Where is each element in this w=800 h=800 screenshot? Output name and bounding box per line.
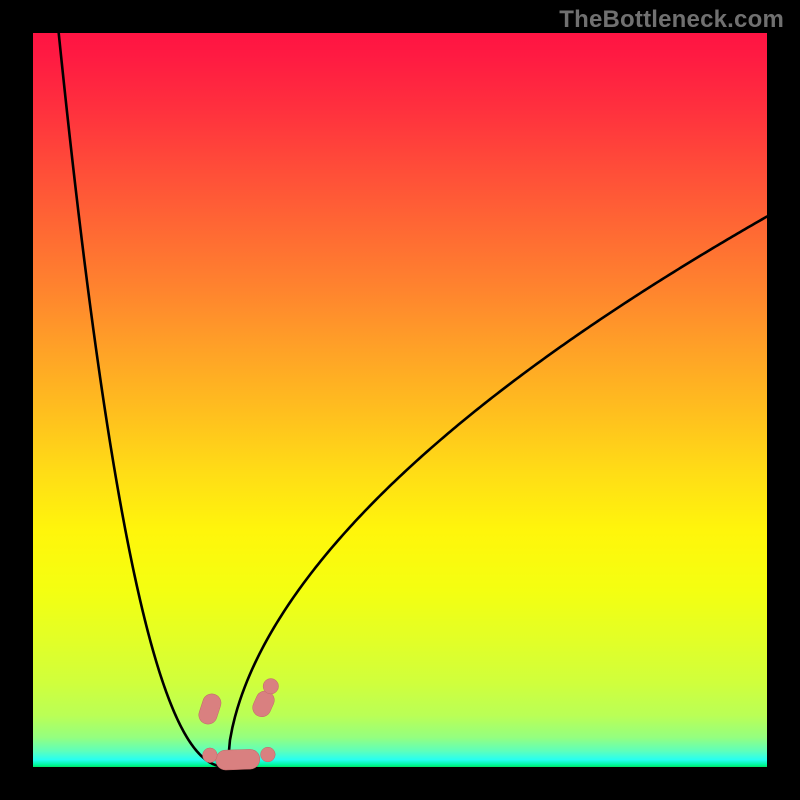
watermark-label: TheBottleneck.com (559, 6, 784, 34)
plot-gradient-background (33, 33, 767, 767)
chart-root: TheBottleneck.com (0, 0, 800, 800)
